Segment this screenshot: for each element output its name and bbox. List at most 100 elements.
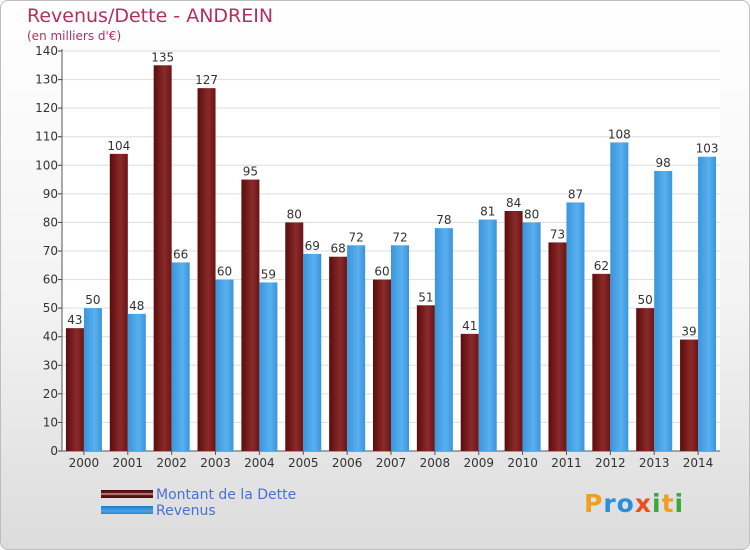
bar-debt bbox=[636, 308, 655, 451]
bar-debt bbox=[504, 211, 523, 451]
legend-label-debt: Montant de la Dette bbox=[156, 487, 297, 503]
y-tick-label: 70 bbox=[43, 244, 58, 258]
x-tick-label: 2001 bbox=[113, 456, 144, 470]
x-tick-label: 2012 bbox=[595, 456, 626, 470]
y-tick-label: 90 bbox=[43, 187, 58, 201]
x-tick-label: 2006 bbox=[332, 456, 363, 470]
y-tick-label: 80 bbox=[43, 215, 58, 229]
bar-debt bbox=[197, 88, 216, 452]
y-tick-label: 120 bbox=[35, 101, 58, 115]
bar-debt bbox=[65, 328, 84, 451]
data-label-revenue: 66 bbox=[173, 247, 188, 261]
logo-letter: o bbox=[616, 489, 635, 518]
data-label-revenue: 72 bbox=[392, 230, 407, 244]
x-tick-label: 2005 bbox=[288, 456, 319, 470]
bar-debt bbox=[460, 333, 479, 451]
x-tick-label: 2009 bbox=[463, 456, 494, 470]
logo-letter: r bbox=[603, 489, 617, 518]
bar-revenue bbox=[522, 222, 541, 451]
bar-debt bbox=[285, 222, 304, 451]
data-label-revenue: 72 bbox=[348, 230, 363, 244]
data-label-debt: 41 bbox=[462, 319, 477, 333]
data-label-revenue: 69 bbox=[305, 239, 320, 253]
data-label-debt: 60 bbox=[374, 265, 389, 279]
bar-debt bbox=[416, 305, 435, 451]
data-label-revenue: 81 bbox=[480, 205, 495, 219]
y-tick-label: 40 bbox=[43, 330, 58, 344]
bar-debt bbox=[592, 273, 611, 451]
y-tick-label: 60 bbox=[43, 273, 58, 287]
logo-letter: t bbox=[661, 489, 675, 518]
logo-letter: P bbox=[584, 489, 604, 518]
data-label-debt: 95 bbox=[243, 165, 258, 179]
data-label-debt: 104 bbox=[107, 139, 130, 153]
data-label-debt: 39 bbox=[681, 325, 696, 339]
bar-debt bbox=[153, 65, 172, 452]
data-label-revenue: 87 bbox=[568, 187, 583, 201]
y-tick-label: 0 bbox=[50, 444, 58, 458]
bar-revenue bbox=[566, 202, 585, 451]
y-tick-label: 140 bbox=[35, 44, 58, 58]
bar-revenue bbox=[303, 253, 322, 451]
logo-letter: i bbox=[674, 489, 685, 518]
x-tick-label: 2011 bbox=[551, 456, 582, 470]
data-label-revenue: 108 bbox=[608, 127, 631, 141]
bar-revenue bbox=[83, 308, 102, 451]
bar-revenue bbox=[654, 171, 673, 451]
bar-revenue bbox=[171, 262, 190, 451]
data-label-debt: 80 bbox=[287, 207, 302, 221]
y-tick-label: 130 bbox=[35, 73, 58, 87]
logo-letter: x bbox=[634, 489, 652, 518]
x-tick-label: 2014 bbox=[683, 456, 714, 470]
x-tick-label: 2002 bbox=[156, 456, 187, 470]
x-tick-label: 2004 bbox=[244, 456, 275, 470]
x-tick-label: 2000 bbox=[69, 456, 100, 470]
chart-bars bbox=[65, 65, 717, 452]
data-label-debt: 51 bbox=[418, 290, 433, 304]
bar-revenue bbox=[610, 142, 629, 451]
data-label-debt: 50 bbox=[638, 293, 653, 307]
legend-swatch-debt bbox=[101, 490, 153, 498]
legend-swatch-revenue bbox=[101, 506, 153, 514]
data-label-revenue: 78 bbox=[436, 213, 451, 227]
data-label-debt: 127 bbox=[195, 73, 218, 87]
data-label-debt: 135 bbox=[151, 50, 174, 64]
data-label-revenue: 50 bbox=[85, 293, 100, 307]
data-label-debt: 43 bbox=[67, 313, 82, 327]
logo-letter: i bbox=[652, 489, 662, 518]
x-tick-label: 2007 bbox=[376, 456, 407, 470]
bar-revenue bbox=[127, 313, 146, 451]
bar-debt bbox=[373, 279, 391, 451]
chart-title: Revenus/Dette - ANDREIN bbox=[27, 5, 274, 27]
legend-label-revenue: Revenus bbox=[156, 503, 216, 519]
data-label-revenue: 60 bbox=[217, 265, 232, 279]
data-label-revenue: 59 bbox=[261, 267, 276, 281]
y-tick-label: 100 bbox=[35, 158, 58, 172]
proxiti-logo: Proxiti bbox=[584, 489, 684, 518]
bar-revenue bbox=[698, 156, 717, 451]
bar-debt bbox=[109, 153, 128, 451]
x-tick-label: 2010 bbox=[507, 456, 538, 470]
data-label-debt: 68 bbox=[330, 242, 345, 256]
data-label-revenue: 98 bbox=[656, 156, 671, 170]
data-label-revenue: 48 bbox=[129, 299, 144, 313]
y-tick-label: 110 bbox=[35, 130, 58, 144]
x-tick-label: 2013 bbox=[639, 456, 670, 470]
data-label-revenue: 103 bbox=[696, 142, 719, 156]
x-tick-label: 2008 bbox=[420, 456, 451, 470]
bar-revenue bbox=[259, 282, 278, 451]
y-tick-label: 20 bbox=[43, 387, 58, 401]
y-tick-label: 10 bbox=[43, 415, 58, 429]
bar-revenue bbox=[434, 228, 453, 451]
bar-revenue bbox=[215, 279, 234, 451]
chart-subtitle: (en milliers d'€) bbox=[27, 29, 122, 43]
data-label-revenue: 80 bbox=[524, 207, 539, 221]
data-label-debt: 73 bbox=[550, 227, 565, 241]
x-tick-label: 2003 bbox=[200, 456, 231, 470]
bar-revenue bbox=[391, 245, 409, 451]
bar-debt bbox=[680, 339, 699, 451]
bar-debt bbox=[241, 179, 260, 452]
